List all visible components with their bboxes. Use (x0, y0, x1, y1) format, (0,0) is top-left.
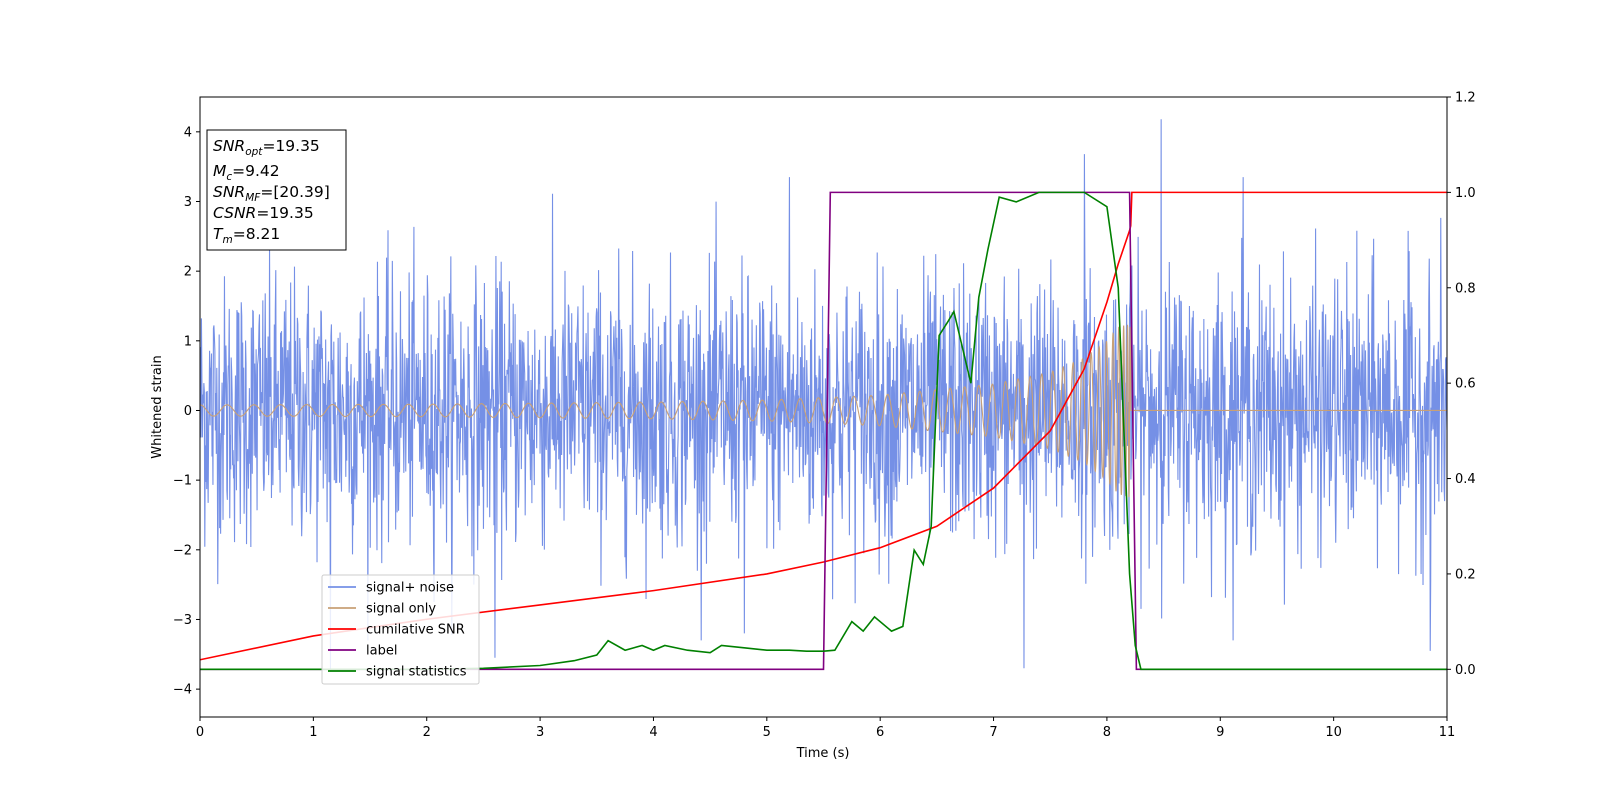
y-tick-label: −4 (173, 683, 192, 698)
y-tick-label: 2 (184, 265, 192, 280)
y-axis-left: −4 −3 −2 −1 0 1 2 3 4 (173, 125, 200, 698)
stats-annotation-line: Mc=9.42 (213, 162, 280, 183)
y-tick-label: 4 (184, 125, 192, 140)
y2-tick-label: 0.2 (1455, 567, 1476, 582)
x-tick-label: 4 (649, 725, 657, 740)
y2-tick-label: 0.0 (1455, 663, 1476, 678)
series-signal-noise-line (200, 119, 1447, 672)
legend-label: signal+ noise (366, 581, 454, 596)
y2-tick-label: 1.0 (1455, 186, 1476, 201)
x-tick-label: 2 (423, 725, 431, 740)
y-tick-label: 0 (184, 404, 192, 419)
x-tick-label: 9 (1216, 725, 1224, 740)
legend-label: cumilative SNR (366, 623, 465, 638)
y-tick-label: −3 (173, 613, 192, 628)
legend-item-label: label (328, 644, 397, 659)
legend-item-signal-statistics: signal statistics (328, 665, 467, 680)
stats-annotation-line: CSNR=19.35 (213, 204, 314, 222)
x-tick-label: 7 (989, 725, 997, 740)
legend: signal+ noise signal only cumilative SNR la… (321, 574, 480, 685)
y-tick-label: 1 (184, 334, 192, 349)
y2-tick-label: 0.6 (1455, 377, 1476, 392)
stats-annotation-frame (206, 129, 347, 251)
y-tick-label: 3 (184, 195, 192, 210)
x-tick-label: 5 (763, 725, 771, 740)
x-tick-label: 1 (309, 725, 317, 740)
legend-frame (321, 574, 480, 685)
stats-annotation-line: SNRMF=[20.39] (213, 183, 330, 204)
x-axis: 0 1 2 3 4 5 6 7 8 9 10 11 (196, 717, 1455, 740)
legend-label: label (366, 644, 397, 659)
y2-tick-label: 1.2 (1455, 91, 1476, 106)
y2-tick-label: 0.4 (1455, 472, 1476, 487)
series-signal-statistics-line (200, 191, 1447, 671)
legend-item-cumulative-snr: cumilative SNR (328, 623, 465, 638)
x-tick-label: 3 (536, 725, 544, 740)
y-axis-right: 0.0 0.2 0.4 0.6 0.8 1.0 1.2 (1447, 91, 1476, 678)
legend-item-signal-only: signal only (328, 602, 436, 617)
stats-annotation-line: SNRopt=19.35 (213, 137, 320, 158)
y-tick-label: −2 (173, 543, 192, 558)
y-tick-label: −1 (173, 474, 192, 489)
stats-annotation-box: SNRopt=19.35 Mc=9.42SNRMF=[20.39]CSNR=19.… (206, 129, 347, 251)
x-tick-label: 6 (876, 725, 884, 740)
x-axis-label: Time (s) (796, 746, 850, 761)
stats-annotation-line: Tm=8.21 (213, 225, 280, 246)
legend-label: signal statistics (366, 665, 467, 680)
x-tick-label: 0 (196, 725, 204, 740)
series-signal-only-line (200, 324, 1447, 498)
legend-item-signal-noise: signal+ noise (328, 581, 454, 596)
series-layer (200, 119, 1447, 672)
y2-tick-label: 0.8 (1455, 281, 1476, 296)
x-tick-label: 8 (1103, 725, 1111, 740)
legend-label: signal only (366, 602, 436, 617)
y-axis-label: Whitened strain (150, 355, 165, 458)
plot-frame (199, 96, 1448, 718)
x-tick-label: 11 (1439, 725, 1456, 740)
x-tick-label: 10 (1325, 725, 1342, 740)
